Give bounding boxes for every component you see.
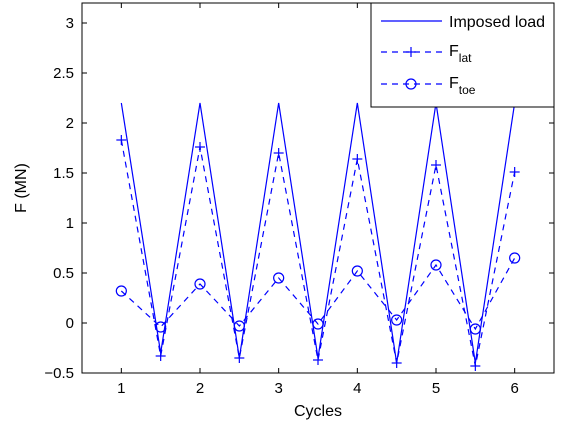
x-tick-label: 5 <box>432 380 440 397</box>
data-point-circle <box>312 318 324 330</box>
data-point-plus <box>155 351 166 361</box>
legend-label-imposed-load: Imposed load <box>449 14 545 31</box>
data-point-circle <box>469 323 481 335</box>
data-point-plus <box>509 167 520 177</box>
y-tick-label: −0.5 <box>44 365 74 382</box>
data-point-plus <box>116 135 127 145</box>
data-point-circle <box>115 285 127 297</box>
y-tick-label: 2.5 <box>53 65 74 82</box>
legend-marker-circle <box>405 78 417 90</box>
data-point-circle <box>430 259 442 271</box>
data-point-plus <box>352 154 363 164</box>
data-point-plus <box>313 355 323 365</box>
x-axis-label: Cycles <box>294 403 342 420</box>
legend-label-ftoe-main: F <box>449 75 459 92</box>
y-tick-label: 3 <box>66 15 74 32</box>
legend-label-flat-sub: lat <box>459 51 472 65</box>
data-point-plus <box>234 353 245 363</box>
y-tick-label: 1 <box>66 215 74 232</box>
data-point-circle <box>273 272 285 284</box>
data-point-circle <box>509 252 521 264</box>
x-tick-label: 2 <box>196 380 204 397</box>
series-line-1 <box>120 139 516 367</box>
data-point-plus <box>470 361 481 371</box>
data-point-plus <box>431 160 441 170</box>
x-tick-label: 6 <box>510 380 518 397</box>
data-point-plus <box>273 148 284 158</box>
data-point-plus <box>391 358 402 368</box>
y-tick-label: 0 <box>66 315 74 332</box>
legend: Imposed load Flat Ftoe <box>370 2 555 108</box>
x-tick-label: 3 <box>274 380 282 397</box>
x-tick-label: 4 <box>353 380 361 397</box>
y-tick-label: 2 <box>66 115 74 132</box>
data-point-circle <box>194 278 206 290</box>
legend-marker-plus <box>406 47 416 57</box>
data-point-circle <box>391 314 403 326</box>
data-point-circle <box>351 265 363 277</box>
legend-label-flat-main: F <box>449 43 459 60</box>
data-point-circle <box>233 320 245 332</box>
legend-label-ftoe: Ftoe <box>449 75 476 97</box>
series-layer <box>115 102 521 371</box>
legend-label-ftoe-sub: toe <box>459 83 476 97</box>
ticks-layer: 1 2 3 4 5 6 −0.5 0 0.5 1 1.5 2 2.5 3 <box>44 3 554 397</box>
y-tick-label: 0.5 <box>53 265 74 282</box>
legend-box <box>370 2 555 108</box>
x-tick-label: 1 <box>117 380 125 397</box>
y-tick-label: 1.5 <box>53 165 74 182</box>
data-point-circle <box>155 321 167 333</box>
legend-label-flat: Flat <box>449 43 472 65</box>
y-axis-label: F (MN) <box>13 163 30 213</box>
data-point-plus <box>195 142 205 152</box>
series-line-2 <box>120 257 516 331</box>
